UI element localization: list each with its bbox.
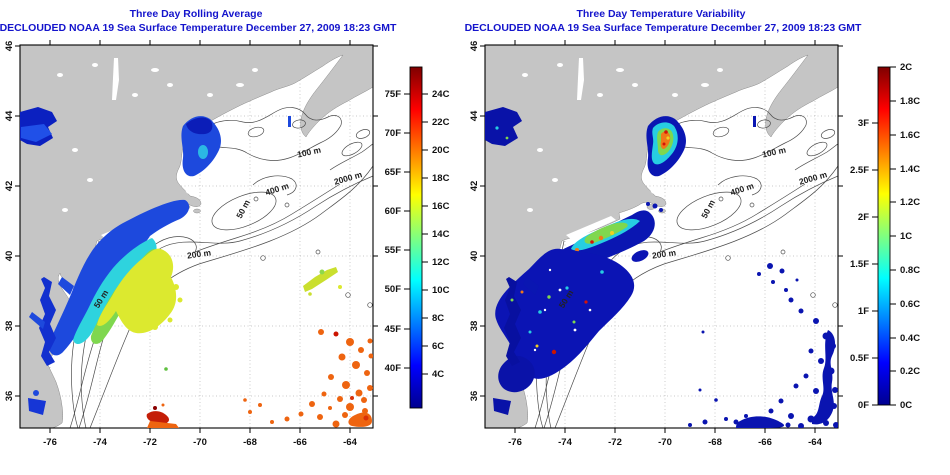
colorbar-right: 3F 2.5F 2F 1.5F 1F 0.5F 0F 2C 1.8C 1.6C … bbox=[850, 62, 920, 411]
lon-label: -74 bbox=[93, 437, 107, 448]
colorbar-label-c: 4C bbox=[432, 369, 444, 380]
lat-label: 46 bbox=[469, 41, 480, 52]
colorbar-label-c: 0C bbox=[900, 400, 912, 411]
lat-label: 40 bbox=[4, 251, 15, 262]
colorbar-label-f: 45F bbox=[385, 324, 402, 335]
colorbar-label-f: 2.5F bbox=[850, 165, 869, 176]
colorbar-label-c: 0.4C bbox=[900, 333, 920, 344]
colorbar-gradient bbox=[409, 66, 423, 409]
variability-scatter bbox=[688, 263, 838, 428]
lon-label: -70 bbox=[658, 437, 672, 448]
lon-label: -76 bbox=[43, 437, 57, 448]
lon-label: -66 bbox=[293, 437, 307, 448]
contour-label: 200 m bbox=[651, 247, 677, 260]
colorbar-label-c: 1.2C bbox=[900, 197, 920, 208]
colorbar-gradient bbox=[877, 66, 891, 406]
colorbar-label-f: 60F bbox=[385, 206, 402, 217]
colorbar-label-f: 0F bbox=[858, 400, 869, 411]
colorbar-label-c: 24C bbox=[432, 89, 450, 100]
lon-label: -72 bbox=[608, 437, 622, 448]
colorbar-label-f: 75F bbox=[385, 89, 402, 100]
contour-label: 100 m bbox=[761, 145, 787, 160]
lat-label: 38 bbox=[4, 321, 15, 332]
lat-label: 44 bbox=[4, 110, 15, 121]
lat-label: 36 bbox=[4, 391, 15, 402]
colorbar-label-f: 65F bbox=[385, 167, 402, 178]
right-title: Three Day Temperature Variability bbox=[576, 8, 745, 20]
right-panel: Three Day Temperature Variability DECLOU… bbox=[465, 8, 921, 448]
left-title: Three Day Rolling Average bbox=[130, 8, 263, 20]
lat-label: 40 bbox=[469, 251, 480, 262]
colorbar-label-c: 8C bbox=[432, 313, 444, 324]
colorbar-label-c: 14C bbox=[432, 229, 450, 240]
colorbar-label-c: 20C bbox=[432, 145, 450, 156]
lat-label: 36 bbox=[469, 391, 480, 402]
lon-label: -76 bbox=[508, 437, 522, 448]
no-data-speckles bbox=[533, 268, 592, 352]
lat-label: 42 bbox=[4, 181, 15, 192]
lat-label: 46 bbox=[4, 41, 15, 52]
colorbar-label-c: 16C bbox=[432, 201, 450, 212]
colorbar-label-c: 12C bbox=[432, 257, 450, 268]
lat-label: 42 bbox=[469, 181, 480, 192]
colorbar-label-f: 70F bbox=[385, 128, 402, 139]
lat-label: 44 bbox=[469, 110, 480, 121]
right-subtitle: DECLOUDED NOAA 19 Sea Surface Temperatur… bbox=[465, 22, 862, 34]
lon-label: -70 bbox=[193, 437, 207, 448]
sst-data-left bbox=[20, 107, 373, 428]
right-axis-labels: 46 44 42 40 38 36 -76 -74 -72 -70 -68 -6… bbox=[469, 41, 823, 448]
warm-gulfstream-patches bbox=[243, 329, 373, 428]
lon-label: -64 bbox=[808, 437, 822, 448]
colorbar-label-c: 0.8C bbox=[900, 265, 920, 276]
colorbar-label-c: 0.2C bbox=[900, 366, 920, 377]
lon-label: -74 bbox=[558, 437, 572, 448]
colorbar-label-c: 1.4C bbox=[900, 164, 920, 175]
colorbar-label-c: 1.8C bbox=[900, 96, 920, 107]
colorbar-label-f: 2F bbox=[858, 212, 869, 223]
colorbar-label-c: 0.6C bbox=[900, 299, 920, 310]
colorbar-label-c: 2C bbox=[900, 62, 912, 73]
colorbar-label-f: 1F bbox=[858, 306, 869, 317]
left-panel: Three Day Rolling Average DECLOUDED NOAA… bbox=[0, 8, 450, 448]
colorbar-label-c: 18C bbox=[432, 173, 450, 184]
left-subtitle: DECLOUDED NOAA 19 Sea Surface Temperatur… bbox=[0, 22, 397, 34]
colorbar-label-f: 1.5F bbox=[850, 259, 869, 270]
colorbar-label-c: 1C bbox=[900, 231, 912, 242]
colorbar-label-f: 40F bbox=[385, 363, 402, 374]
lon-label: -68 bbox=[708, 437, 722, 448]
lon-label: -64 bbox=[343, 437, 357, 448]
colorbar-label-f: 55F bbox=[385, 245, 402, 256]
colorbar-label-f: 0.5F bbox=[850, 353, 869, 364]
colorbar-label-c: 1.6C bbox=[900, 130, 920, 141]
lat-label: 38 bbox=[469, 321, 480, 332]
colorbar-label-f: 3F bbox=[858, 118, 869, 129]
lon-label: -66 bbox=[758, 437, 772, 448]
lon-label: -72 bbox=[143, 437, 157, 448]
colorbar-label-c: 10C bbox=[432, 285, 450, 296]
colorbar-left: 75F 70F 65F 60F 55F 50F 45F 40F 24C 22C … bbox=[385, 66, 450, 409]
sst-data-right bbox=[485, 107, 838, 428]
contour-label: 100 m bbox=[296, 145, 322, 160]
contour-label: 200 m bbox=[186, 247, 212, 260]
colorbar-label-c: 6C bbox=[432, 341, 444, 352]
colorbar-label-f: 50F bbox=[385, 284, 402, 295]
colorbar-label-c: 22C bbox=[432, 117, 450, 128]
left-axis-labels: 46 44 42 40 38 36 -76 -74 -72 -70 -68 -6… bbox=[4, 41, 358, 448]
lon-label: -68 bbox=[243, 437, 257, 448]
